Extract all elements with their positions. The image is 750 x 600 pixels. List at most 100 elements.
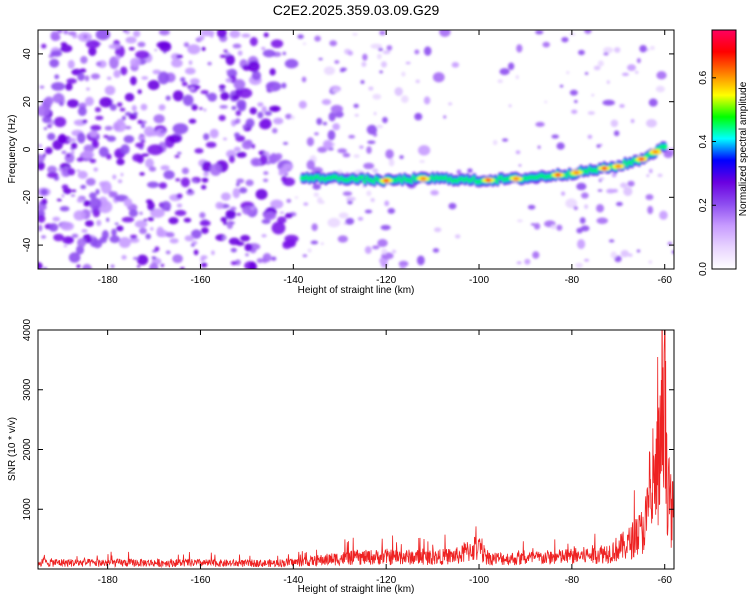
heatmap-cell xyxy=(603,52,609,56)
heatmap-cell xyxy=(117,179,123,184)
heatmap-cell xyxy=(47,132,56,141)
colorbar: 0.0 0.2 0.4 0.6 Normalized spectral amplitu… xyxy=(698,29,749,276)
heatmap-cell xyxy=(353,154,360,159)
heatmap-cell xyxy=(53,116,67,128)
heatmap-cell xyxy=(120,172,124,177)
heatmap-cell xyxy=(602,99,615,106)
heatmap-cell xyxy=(286,198,292,203)
heatmap-cell xyxy=(236,99,247,109)
heatmap-cell xyxy=(639,44,647,53)
heatmap-cell xyxy=(245,118,255,128)
heatmap-cell xyxy=(277,216,287,224)
heatmap-cell xyxy=(648,260,653,264)
heatmap-cell xyxy=(401,71,406,77)
heatmap-cell xyxy=(606,188,616,194)
heatmap-cell xyxy=(584,258,590,262)
heatmap-cell xyxy=(77,170,88,179)
heatmap-cell xyxy=(86,87,90,91)
heatmap-cell xyxy=(49,58,60,68)
heatmap-cell xyxy=(215,234,227,242)
heatmap-cell xyxy=(245,253,249,257)
heatmap-cell xyxy=(52,93,65,104)
heatmap-cell xyxy=(82,263,92,269)
heatmap-cell xyxy=(380,61,387,68)
heatmap-cell xyxy=(258,119,272,130)
heatmap-cell xyxy=(151,256,157,260)
heatmap-cell xyxy=(140,139,146,143)
heatmap-cell xyxy=(59,101,64,107)
heatmap-cell xyxy=(359,145,364,149)
heatmap-cell xyxy=(364,209,373,214)
heatmap-cell xyxy=(646,174,650,177)
y-tick-label: 2000 xyxy=(22,438,33,461)
heatmap-cell xyxy=(532,251,540,259)
heatmap-cell xyxy=(561,36,569,43)
heatmap-cell xyxy=(561,191,566,196)
heatmap-cell xyxy=(150,208,165,218)
heatmap-cell xyxy=(79,68,87,73)
heatmap-cell xyxy=(108,190,115,198)
heatmap-cell xyxy=(51,33,61,41)
heatmap-cell xyxy=(38,214,46,223)
heatmap-cell xyxy=(648,168,653,174)
heatmap-cell xyxy=(123,135,135,144)
heatmap-cell xyxy=(347,50,354,56)
heatmap-cell xyxy=(448,202,457,210)
heatmap-cell xyxy=(599,177,605,181)
heatmap-cell xyxy=(311,166,324,174)
heatmap-cell xyxy=(237,50,243,56)
heatmap-cell xyxy=(516,261,522,265)
heatmap-cell xyxy=(372,245,380,250)
heatmap-cell xyxy=(150,227,154,231)
heatmap-cell xyxy=(106,217,110,223)
heatmap-cell xyxy=(114,222,119,225)
heatmap-cell xyxy=(156,41,171,49)
heatmap-cell xyxy=(584,72,589,75)
heatmap-cell xyxy=(95,61,102,67)
heatmap-cell xyxy=(399,155,404,159)
heatmap-cell xyxy=(190,243,195,247)
heatmap-cell xyxy=(174,154,180,158)
heatmap-cell xyxy=(116,158,125,166)
heatmap-cell xyxy=(380,224,391,231)
heatmap-cell xyxy=(352,32,358,36)
heatmap-cell xyxy=(68,252,81,263)
heatmap-cell xyxy=(172,90,184,102)
heatmap-cell xyxy=(63,244,68,248)
colorbar-tick-label: 0.2 xyxy=(698,198,709,212)
x-tick-label: -120 xyxy=(376,275,396,286)
heatmap-cell xyxy=(499,68,510,76)
heatmap-cell xyxy=(120,66,128,76)
heatmap-cell xyxy=(180,266,185,269)
heatmap-cell xyxy=(302,42,307,45)
heatmap-cell xyxy=(90,73,101,80)
heatmap-cell xyxy=(38,144,43,148)
heatmap-cell xyxy=(176,203,183,208)
heatmap-cell xyxy=(200,90,209,95)
heatmap-cell xyxy=(118,237,131,248)
heatmap-cell xyxy=(249,36,258,47)
heatmap-cell xyxy=(181,81,188,87)
heatmap-cell xyxy=(116,102,123,107)
heatmap-cell xyxy=(342,152,351,158)
heatmap-cell xyxy=(88,46,97,56)
heatmap-cell xyxy=(379,30,386,36)
heatmap-cell xyxy=(41,43,47,49)
heatmap-cell xyxy=(307,248,312,253)
heatmap-cell xyxy=(60,44,73,53)
heatmap-cell xyxy=(58,133,67,144)
heatmap-cell xyxy=(203,133,210,141)
x-tick-label: -60 xyxy=(657,575,672,586)
heatmap-cell xyxy=(620,249,630,258)
heatmap-cell xyxy=(451,62,460,68)
heatmap-cell xyxy=(372,168,379,173)
heatmap-cell xyxy=(255,188,268,200)
heatmap-cell xyxy=(89,192,97,200)
heatmap-cell xyxy=(80,150,95,160)
heatmap-cell xyxy=(456,169,462,175)
heatmap-cell xyxy=(109,103,117,111)
heatmap-cell xyxy=(140,123,146,129)
heatmap-cell xyxy=(603,47,614,54)
heatmap-cell xyxy=(147,144,164,156)
heatmap-cell xyxy=(345,217,355,225)
